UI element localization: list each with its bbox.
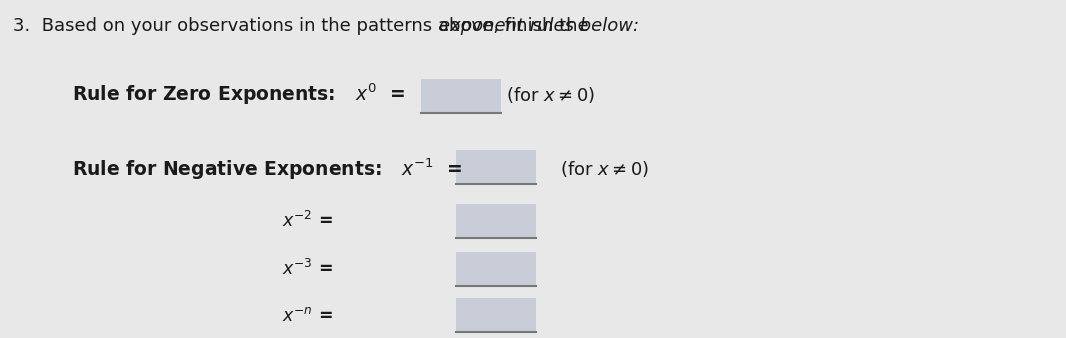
Text: $x^{-3}$ =: $x^{-3}$ = [282, 259, 334, 279]
Text: (for $x\neq 0$): (for $x\neq 0$) [560, 159, 649, 179]
FancyBboxPatch shape [421, 79, 501, 113]
Text: $x^{-2}$ =: $x^{-2}$ = [282, 211, 334, 232]
FancyBboxPatch shape [456, 204, 536, 238]
Text: Rule for Zero Exponents:   $x^0$  =: Rule for Zero Exponents: $x^0$ = [72, 82, 405, 107]
Text: exponent rules below:: exponent rules below: [439, 17, 639, 35]
Text: (for $x\neq 0$): (for $x\neq 0$) [506, 84, 596, 105]
Text: 3.  Based on your observations in the patterns above, finish the: 3. Based on your observations in the pat… [13, 17, 594, 35]
Text: $x^{-n}$ =: $x^{-n}$ = [282, 307, 334, 325]
FancyBboxPatch shape [456, 252, 536, 286]
FancyBboxPatch shape [456, 150, 536, 184]
Text: Rule for Negative Exponents:   $x^{-1}$  =: Rule for Negative Exponents: $x^{-1}$ = [72, 156, 463, 182]
FancyBboxPatch shape [456, 298, 536, 332]
